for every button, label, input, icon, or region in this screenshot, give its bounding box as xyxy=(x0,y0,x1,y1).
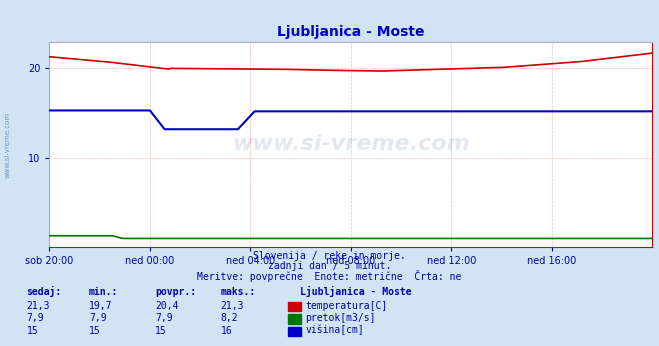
Text: 8,2: 8,2 xyxy=(221,313,239,323)
Text: Ljubljanica - Moste: Ljubljanica - Moste xyxy=(300,286,411,297)
Text: 21,3: 21,3 xyxy=(26,301,50,311)
Text: 16: 16 xyxy=(221,326,233,336)
Text: 15: 15 xyxy=(26,326,38,336)
Text: 21,3: 21,3 xyxy=(221,301,244,311)
Text: sedaj:: sedaj: xyxy=(26,286,61,297)
Text: 15: 15 xyxy=(89,326,101,336)
Text: 7,9: 7,9 xyxy=(26,313,44,323)
Text: pretok[m3/s]: pretok[m3/s] xyxy=(305,313,376,323)
Text: Slovenija / reke in morje.: Slovenija / reke in morje. xyxy=(253,251,406,261)
Text: 19,7: 19,7 xyxy=(89,301,113,311)
Text: zadnji dan / 5 minut.: zadnji dan / 5 minut. xyxy=(268,261,391,271)
Text: maks.:: maks.: xyxy=(221,287,256,297)
Text: 7,9: 7,9 xyxy=(155,313,173,323)
Text: www.si-vreme.com: www.si-vreme.com xyxy=(5,112,11,179)
Text: Meritve: povprečne  Enote: metrične  Črta: ne: Meritve: povprečne Enote: metrične Črta:… xyxy=(197,270,462,282)
Text: www.si-vreme.com: www.si-vreme.com xyxy=(232,135,470,154)
Text: višina[cm]: višina[cm] xyxy=(305,325,364,336)
Text: 7,9: 7,9 xyxy=(89,313,107,323)
Text: povpr.:: povpr.: xyxy=(155,287,196,297)
Text: temperatura[C]: temperatura[C] xyxy=(305,301,387,311)
Title: Ljubljanica - Moste: Ljubljanica - Moste xyxy=(277,25,424,39)
Text: 20,4: 20,4 xyxy=(155,301,179,311)
Text: min.:: min.: xyxy=(89,287,119,297)
Text: 15: 15 xyxy=(155,326,167,336)
